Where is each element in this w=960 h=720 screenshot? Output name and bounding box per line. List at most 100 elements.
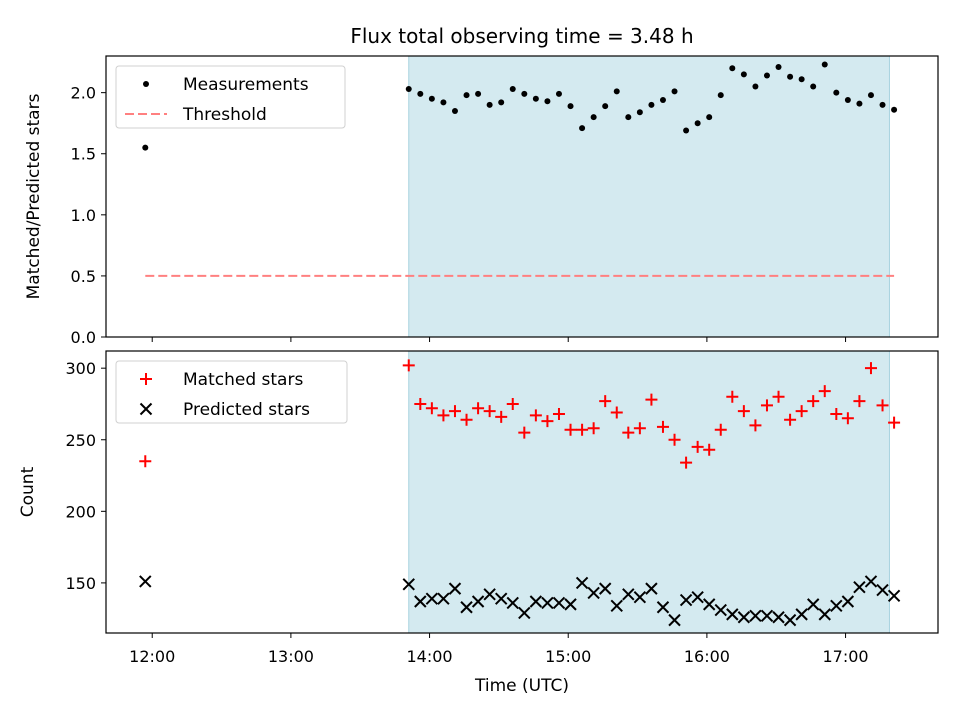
matched-star-point [529, 409, 542, 422]
y-tick-label: 250 [65, 431, 96, 450]
predicted-star-point [702, 598, 716, 611]
legend-box [115, 65, 346, 129]
predicted-star-point [506, 596, 519, 610]
measurement-point [856, 100, 863, 107]
matched-star-point [437, 409, 450, 422]
matched-star-point [853, 395, 866, 408]
matched-star-point [472, 402, 485, 415]
predicted-star-point [841, 595, 855, 608]
predicted-star-point [830, 599, 843, 613]
matched-star-point [139, 455, 152, 468]
bottom-panel: 150 200 250 300 12:00 13:00 14:00 15:00 16:00 17:… [18, 350, 939, 696]
axes-frame [105, 55, 939, 338]
measurement-point [671, 88, 678, 95]
measurement-point [867, 92, 874, 99]
matched-star-point [552, 407, 565, 420]
measurement-point [659, 96, 666, 103]
matched-star-point [714, 423, 727, 436]
predicted-star-point [448, 582, 462, 595]
measurement-point [787, 73, 794, 80]
x-tick-label: 12:00 [129, 647, 175, 666]
y-tick-label: 150 [65, 574, 96, 593]
predicted-star-point [668, 613, 681, 627]
predicted-star-point [587, 586, 600, 600]
matched-star-point [622, 426, 635, 439]
predicted-star-point [541, 596, 554, 610]
predicted-star-point [772, 611, 785, 624]
matched-star-point [737, 405, 750, 418]
observing-span [408, 56, 890, 337]
predicted-star-point [414, 595, 427, 608]
measurement-point [694, 120, 701, 127]
legend-label: Predicted stars [183, 400, 310, 420]
predicted-star-point [726, 608, 739, 621]
predicted-star-point [864, 575, 878, 588]
matched-star-point [703, 443, 716, 456]
matched-star-point [864, 362, 877, 375]
measurement-point [451, 107, 458, 114]
legend-marker [139, 402, 153, 416]
y-axis-label: Matched/Predicted stars [24, 93, 44, 299]
legend-label: Measurements [183, 75, 309, 95]
measurement-point [625, 114, 632, 121]
measurement-point [475, 90, 482, 97]
matched-star-point [795, 405, 808, 418]
measurement-point [844, 96, 851, 103]
legend-marker [143, 81, 149, 87]
measurement-point [763, 72, 770, 79]
predicted-star-point [575, 576, 589, 590]
y-tick-label: 1.5 [71, 145, 96, 164]
measurement-point [683, 127, 690, 134]
matched-star-point [460, 413, 473, 426]
matched-star-point [691, 440, 704, 453]
y-tick-label: 200 [65, 502, 96, 521]
measurement-point [440, 99, 447, 106]
measurement-point [613, 88, 620, 95]
legend-marker [140, 373, 152, 385]
predicted-star-point [749, 609, 762, 623]
predicted-star-point [853, 580, 866, 594]
matched-star-point [414, 397, 427, 410]
predicted-star-point [460, 601, 473, 614]
measurement-point [532, 95, 539, 102]
matched-star-point [772, 390, 785, 403]
x-tick-label: 17:00 [823, 647, 869, 666]
matched-star-point [495, 410, 508, 423]
matched-star-point [818, 385, 831, 398]
matched-star-point [807, 395, 820, 408]
legend-box [115, 360, 348, 424]
predicted-star-point [529, 595, 543, 608]
predicted-star-point [598, 582, 612, 595]
matched-star-point [888, 416, 901, 429]
measurement-point [544, 98, 551, 105]
x-axis-label: Time (UTC) [474, 676, 569, 696]
chart-title: Flux total observing time = 3.48 h [350, 24, 693, 48]
predicted-star-point [633, 591, 647, 604]
x-tick-label: 15:00 [545, 647, 591, 666]
matched-star-point [576, 423, 589, 436]
measurement-point [602, 103, 609, 110]
predicted-star-point [139, 575, 152, 588]
measurement-point [417, 90, 424, 97]
measurement-point [798, 76, 805, 83]
predicted-star-point [425, 592, 439, 605]
legend-label: Matched stars [183, 370, 303, 390]
predicted-star-point [656, 601, 670, 614]
measurement-point [567, 103, 574, 110]
measurement-point [752, 83, 759, 90]
measurement-point [729, 65, 736, 72]
predicted-star-point [679, 593, 693, 607]
matched-star-point [749, 419, 762, 432]
matched-star-point [425, 402, 438, 415]
matched-star-point [633, 422, 646, 435]
measurement-point [521, 90, 528, 97]
predicted-star-point [645, 582, 658, 595]
y-tick-label: 0.5 [71, 267, 96, 286]
x-tick-label: 16:00 [684, 647, 730, 666]
axes-frame [105, 350, 939, 634]
measurement-point [590, 114, 597, 121]
matched-star-point [587, 422, 600, 435]
predicted-star-point [437, 592, 450, 605]
measurement-point [555, 90, 562, 97]
